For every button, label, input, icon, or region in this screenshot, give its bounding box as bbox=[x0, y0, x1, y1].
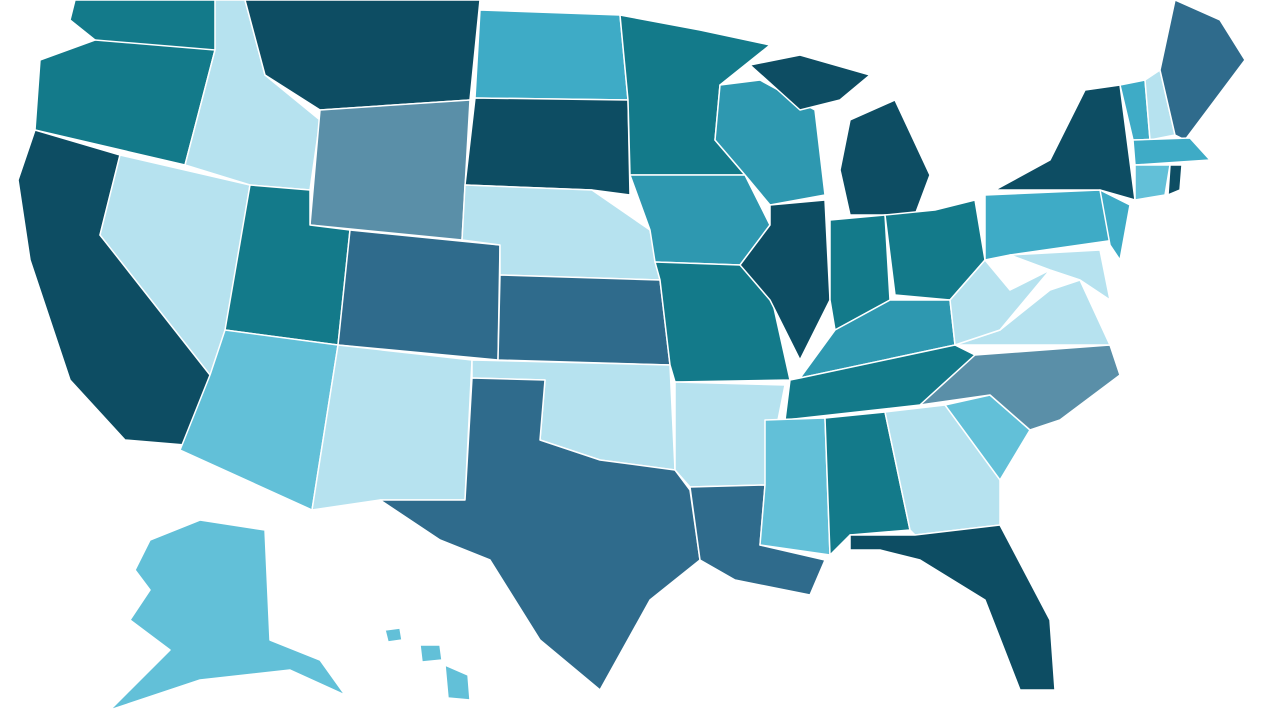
region bbox=[497, 274, 671, 366]
region bbox=[759, 417, 831, 556]
region bbox=[337, 229, 501, 361]
region bbox=[179, 329, 339, 511]
region bbox=[1134, 164, 1171, 201]
region bbox=[311, 344, 473, 511]
region bbox=[739, 199, 831, 361]
region bbox=[419, 644, 443, 663]
region bbox=[1167, 164, 1183, 196]
region bbox=[1159, 0, 1246, 141]
region bbox=[994, 84, 1136, 201]
region bbox=[839, 99, 931, 216]
region bbox=[1009, 249, 1111, 301]
region bbox=[919, 344, 1121, 431]
region bbox=[109, 519, 346, 711]
region bbox=[714, 79, 826, 206]
region bbox=[1132, 137, 1211, 166]
region bbox=[384, 627, 403, 643]
region bbox=[379, 377, 701, 691]
region bbox=[824, 411, 911, 556]
region bbox=[984, 189, 1116, 261]
region bbox=[749, 54, 871, 111]
region bbox=[309, 99, 471, 241]
region bbox=[474, 9, 629, 101]
region bbox=[464, 97, 631, 196]
region bbox=[444, 664, 471, 701]
region bbox=[1099, 189, 1131, 261]
region bbox=[849, 524, 1056, 691]
